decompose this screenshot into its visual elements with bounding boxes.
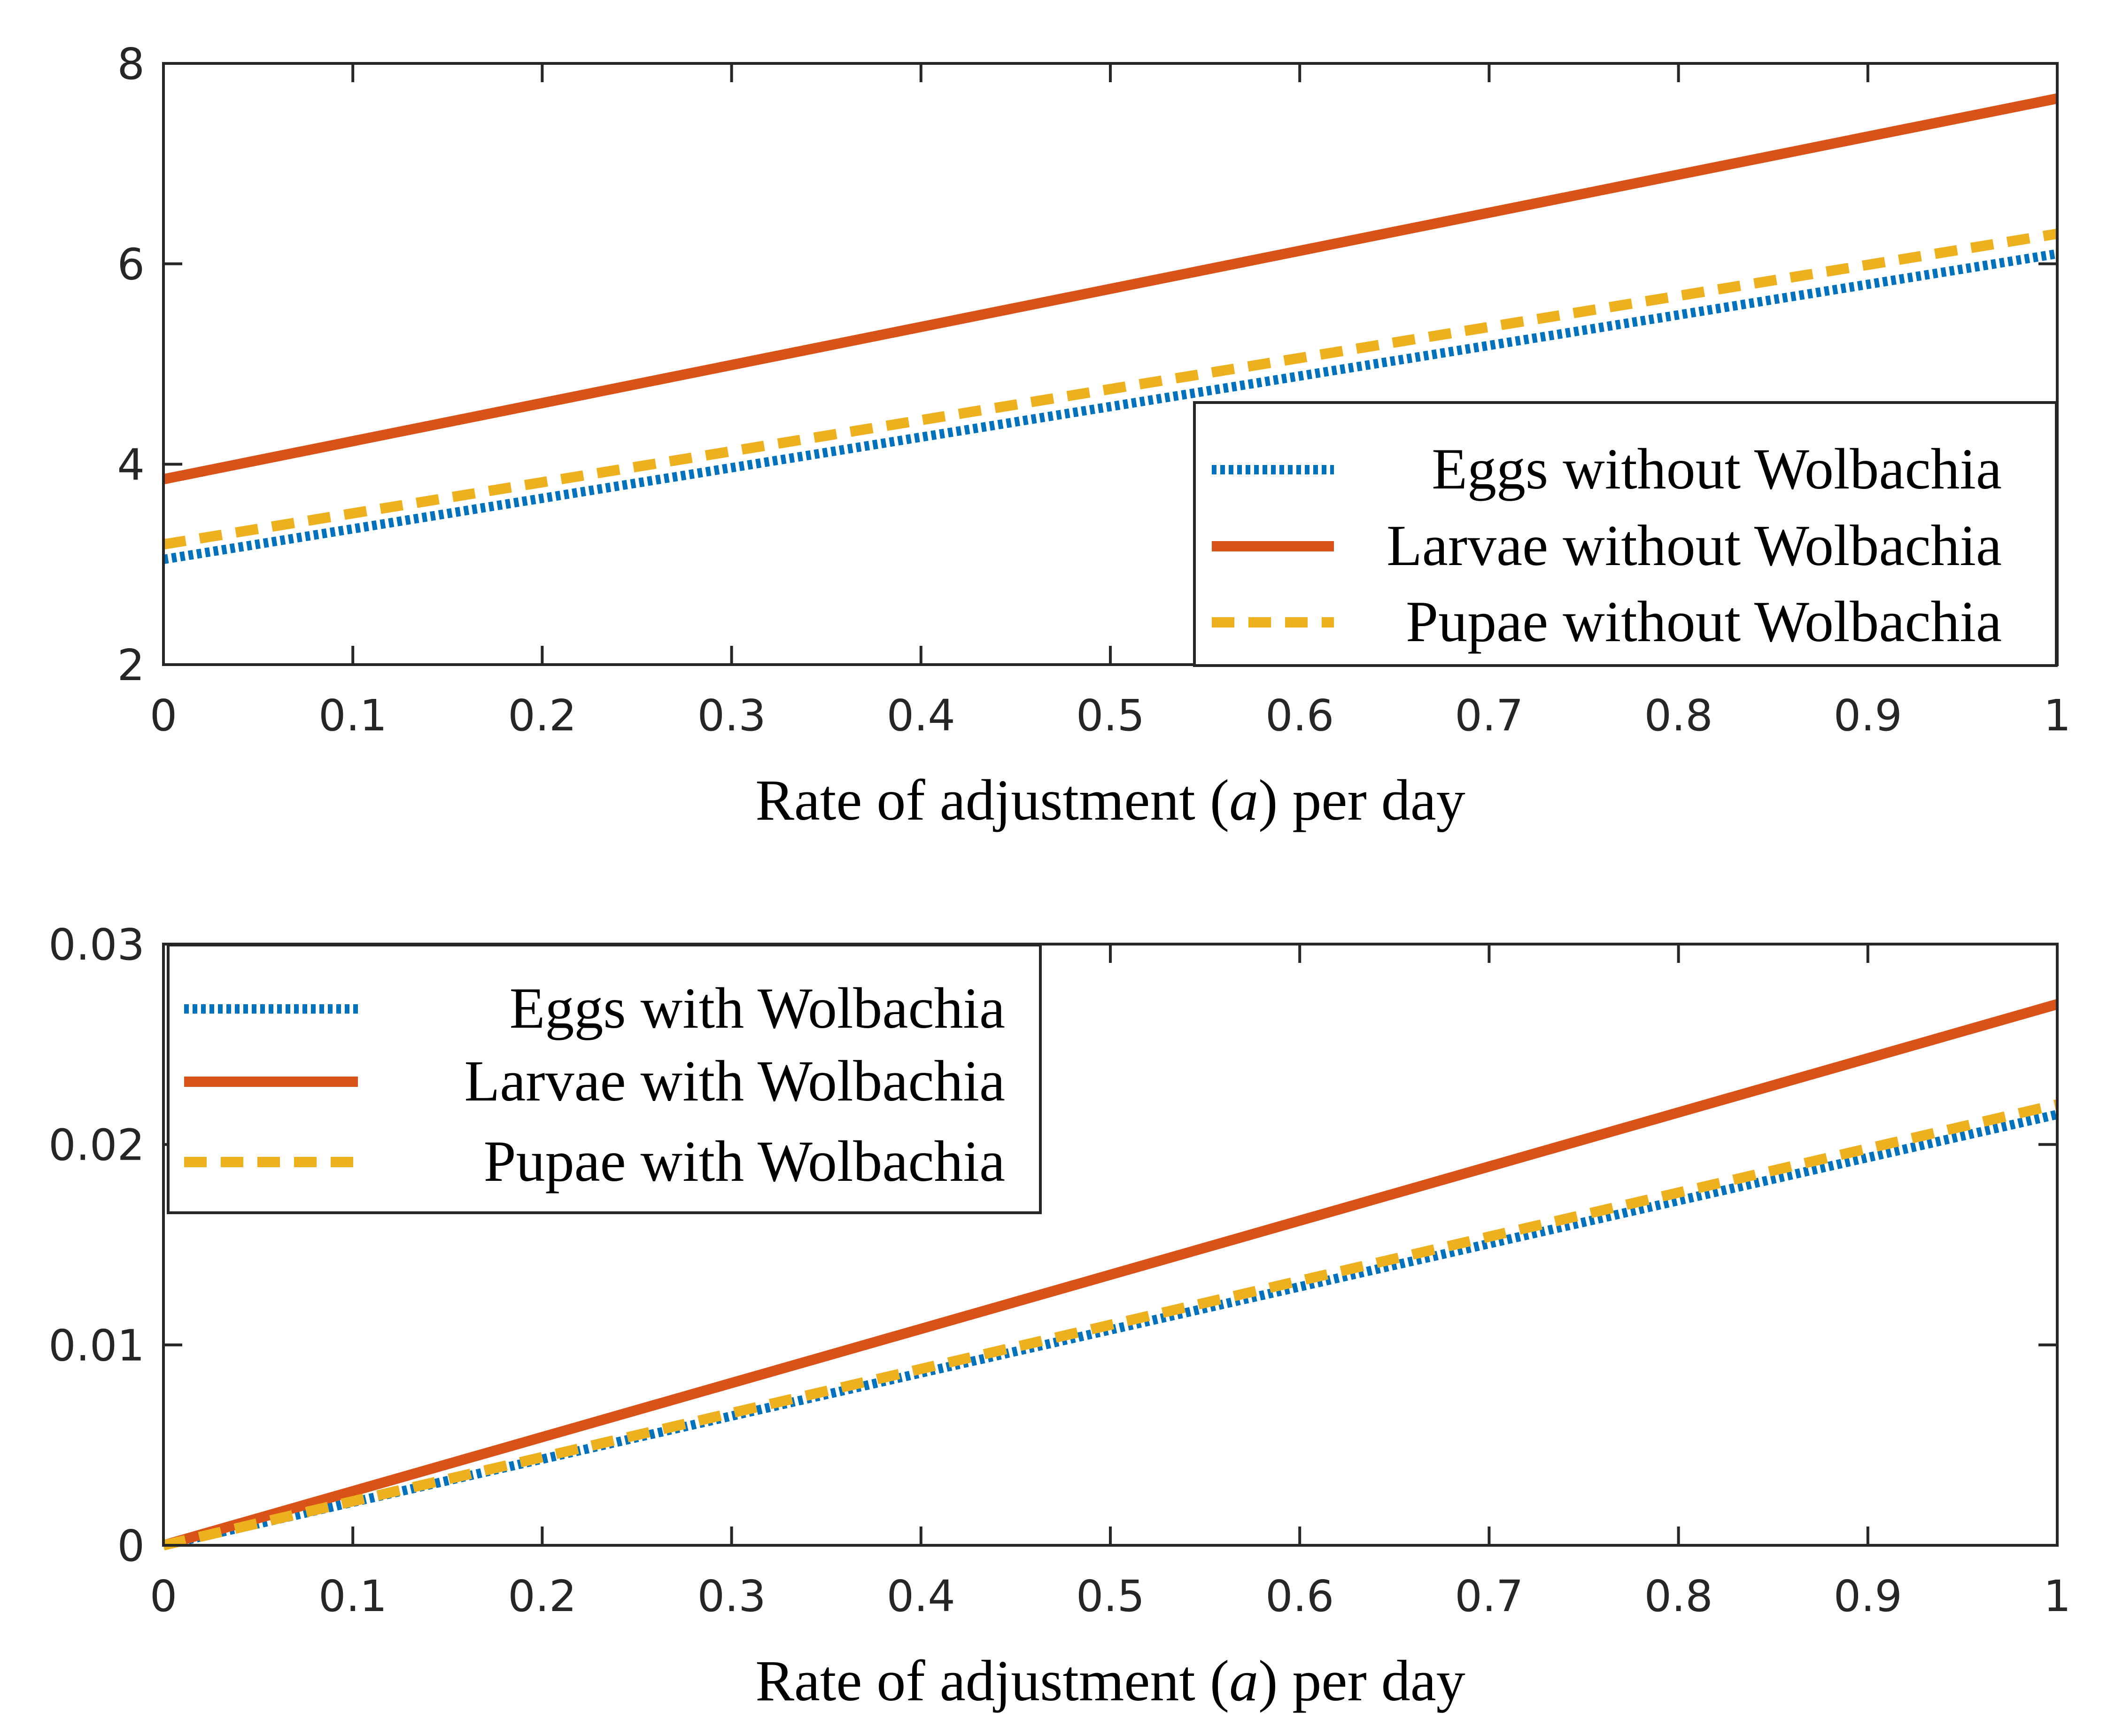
legend-label: Pupae with Wolbachia xyxy=(484,1129,1005,1194)
y-tick-label: 2 xyxy=(117,640,145,690)
x-axis-title: Rate of adjustment (a) per day xyxy=(755,1649,1465,1713)
x-axis-title-part: ) per day xyxy=(1258,1649,1465,1713)
series-line-eggs-without-wolbachia xyxy=(163,249,2058,564)
x-tick-label: 0.7 xyxy=(1455,1571,1523,1621)
legend-box xyxy=(1193,401,2058,667)
x-tick-label: 0.8 xyxy=(1644,1571,1712,1621)
x-tick-label: 0.3 xyxy=(697,690,766,741)
legend-label: Pupae without Wolbachia xyxy=(1406,589,2002,654)
legend-box xyxy=(167,944,1042,1214)
legend-label: Larvae without Wolbachia xyxy=(1387,513,2002,578)
legend: Eggs with Wolbachia Larvae with Wolbachia… xyxy=(167,944,1042,1214)
x-tick-label: 0.7 xyxy=(1455,690,1523,741)
x-tick-label: 0.5 xyxy=(1076,1571,1145,1621)
x-axis-title-part: a xyxy=(1229,1649,1258,1713)
series-line-larvae-with-wolbachia xyxy=(162,999,2059,1550)
y-tick-label: 0.02 xyxy=(48,1120,145,1170)
chart-bottom: 0 0.1 0.2 0.3 0.4 0.5 0.6 0.7 0.8 0.9 1 0 0.01 0.02 0.… xyxy=(48,920,2071,1713)
legend-label: Eggs with Wolbachia xyxy=(510,976,1005,1040)
x-tick-label: 0.8 xyxy=(1644,690,1712,741)
x-axis-title-part: Rate of adjustment ( xyxy=(755,768,1229,832)
legend: Eggs without Wolbachia Larvae without Wol… xyxy=(1193,401,2058,667)
x-tick-label: 0.9 xyxy=(1834,1571,1902,1621)
chart-top: 0 0.1 0.2 0.3 0.4 0.5 0.6 0.7 0.8 0.9 1 2 4 6 8 Rate of… xyxy=(117,39,2071,832)
y-tick-label: 0.01 xyxy=(48,1320,145,1371)
x-tick-label: 0.2 xyxy=(508,690,576,741)
x-tick-label: 1 xyxy=(2044,690,2071,741)
x-axis-title-part: ) per day xyxy=(1258,768,1465,832)
y-tick-label: 0.03 xyxy=(48,920,145,970)
x-tick-label: 0.6 xyxy=(1265,1571,1334,1621)
x-tick-label: 0.4 xyxy=(887,1571,955,1621)
x-tick-label: 0.6 xyxy=(1265,690,1334,741)
x-tick-label: 0 xyxy=(150,690,178,741)
x-tick-label: 1 xyxy=(2044,1571,2071,1621)
y-tick-label: 8 xyxy=(117,39,145,89)
x-tick-label: 0.3 xyxy=(697,1571,766,1621)
x-tick-label: 0.4 xyxy=(887,690,955,741)
x-axis-title-part: a xyxy=(1229,768,1258,832)
x-tick-label: 0.1 xyxy=(318,1571,387,1621)
x-axis-title-part: Rate of adjustment ( xyxy=(755,1649,1229,1713)
y-tick-label: 4 xyxy=(117,440,145,490)
y-tick-label: 0 xyxy=(117,1521,145,1571)
x-tick-label: 0 xyxy=(150,1571,178,1621)
series-line-larvae-without-wolbachia xyxy=(162,93,2059,485)
x-tick-label: 0.9 xyxy=(1834,690,1902,741)
x-axis-title: Rate of adjustment (a) per day xyxy=(755,768,1465,832)
series-line-pupae-with-wolbachia xyxy=(162,1099,2059,1550)
x-tick-label: 0.5 xyxy=(1076,690,1145,741)
series-line-eggs-with-wolbachia xyxy=(162,1109,2059,1550)
x-tick-label: 0.1 xyxy=(318,690,387,741)
legend-label: Larvae with Wolbachia xyxy=(465,1049,1005,1113)
x-tick-label: 0.2 xyxy=(508,1571,576,1621)
legend-label: Eggs without Wolbachia xyxy=(1432,437,2002,501)
y-tick-label: 6 xyxy=(117,240,145,290)
series-line-pupae-without-wolbachia xyxy=(163,228,2058,550)
